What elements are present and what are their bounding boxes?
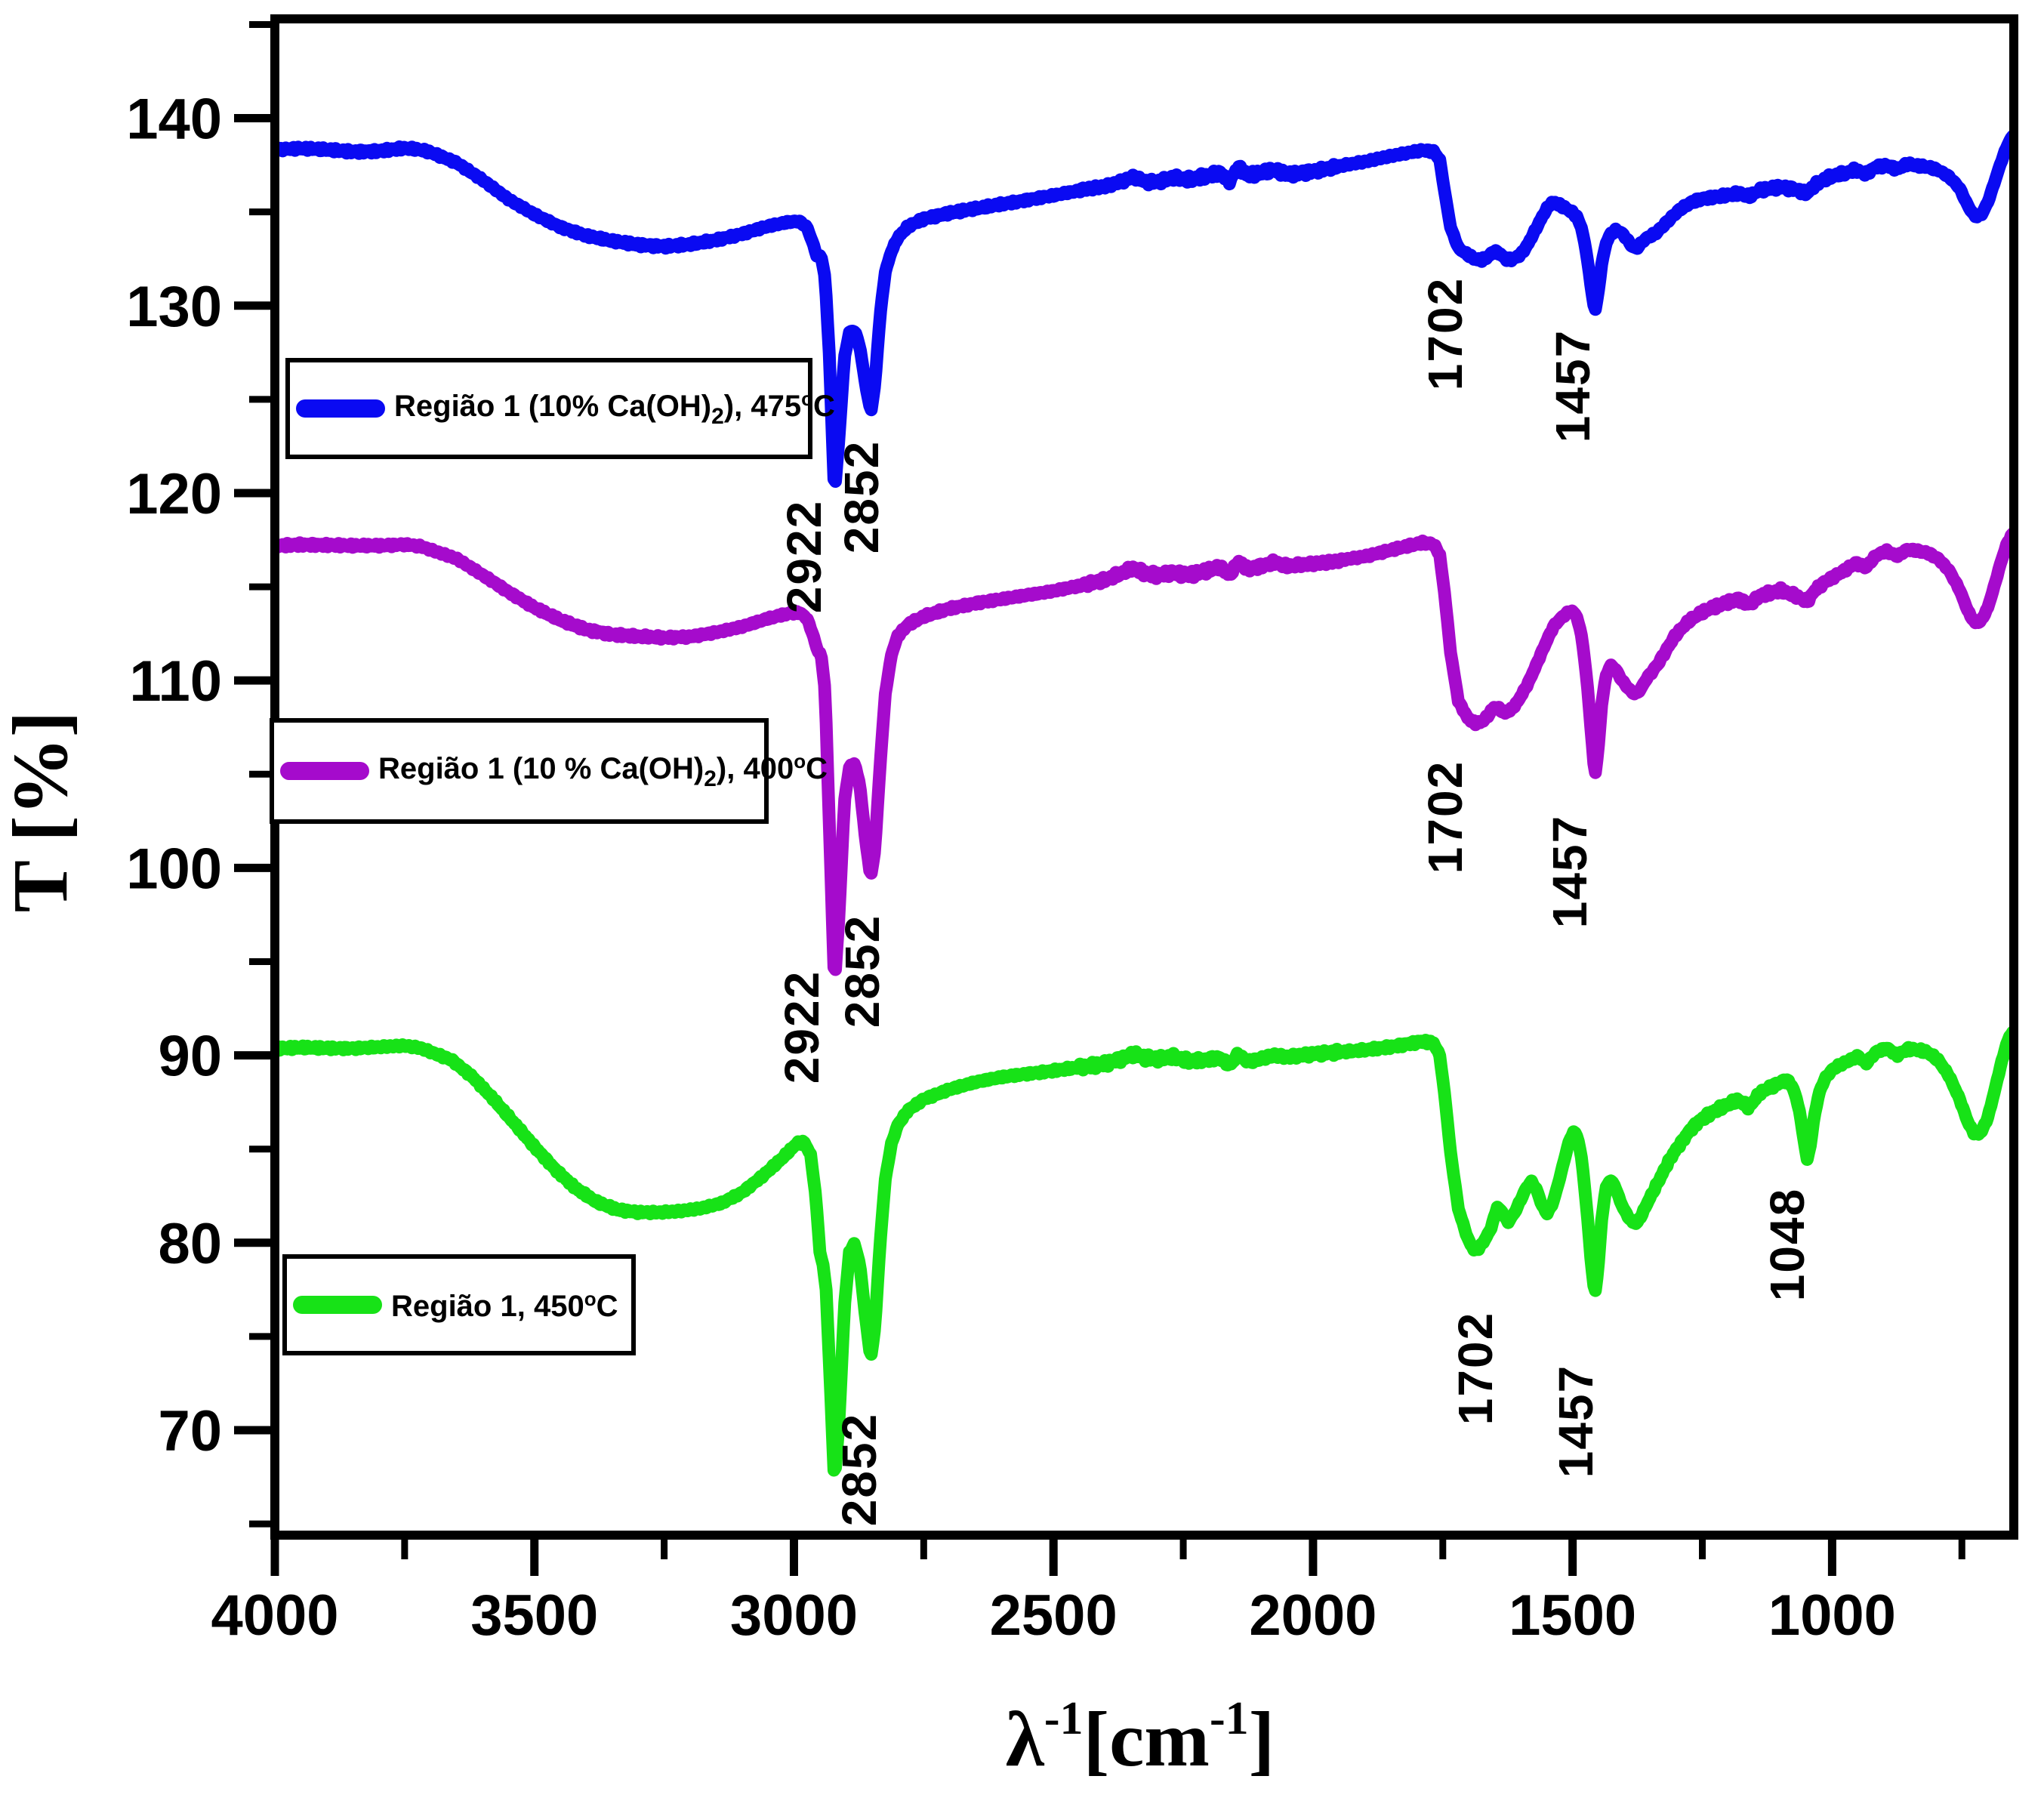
legend-475: Região 1 (10% Ca(OH)2), 475oC — [285, 358, 835, 459]
spectrum-curve-400 — [279, 528, 2009, 976]
y-tick-label: 80 — [158, 1212, 222, 1276]
spectra-curves — [279, 131, 2009, 1477]
peak-label-1702: 1702 — [1418, 760, 1472, 874]
legend-400: Região 1 (10 % Ca(OH)2), 400oC — [270, 718, 828, 824]
y-tick-label: 110 — [129, 649, 222, 714]
peak-label-1702: 1702 — [1418, 277, 1472, 390]
legend-line-swatch — [280, 762, 369, 780]
peak-label-2922: 2922 — [775, 970, 829, 1084]
spectrum-curve-450 — [279, 1026, 2009, 1477]
peak-label-1457: 1457 — [1549, 1364, 1603, 1478]
y-axis-title: T [%] — [0, 711, 84, 913]
x-axis-title: λ-1[cm-1] — [1006, 1693, 1275, 1783]
peak-label-1048: 1048 — [1760, 1188, 1814, 1301]
legend-450: Região 1, 450oC — [282, 1254, 636, 1355]
legend-label: Região 1 (10% Ca(OH)2), 475oC — [394, 387, 835, 429]
y-tick-label: 90 — [158, 1025, 222, 1089]
x-tick-label: 4000 — [211, 1583, 338, 1648]
legend-line-swatch — [296, 399, 385, 418]
x-tick-label: 1000 — [1768, 1583, 1896, 1648]
peak-label-1457: 1457 — [1546, 329, 1600, 442]
x-tick-label: 2500 — [990, 1583, 1118, 1648]
peak-label-2922: 2922 — [777, 500, 831, 613]
axis-tick-labels: 140 130 120 110 100 90 80 70 4000 3500 3000 2500 200… — [126, 88, 1896, 1648]
axis-ticks — [234, 20, 1965, 1576]
x-tick-label: 3000 — [730, 1583, 858, 1648]
x-tick-label: 1500 — [1509, 1583, 1636, 1648]
peak-label-1702: 1702 — [1448, 1312, 1503, 1425]
peak-label-2852: 2852 — [832, 1413, 886, 1526]
y-tick-label: 130 — [126, 275, 222, 339]
legend-label: Região 1 (10 % Ca(OH)2), 400oC — [378, 750, 828, 791]
peak-label-1457: 1457 — [1543, 815, 1597, 928]
peak-label-2852: 2852 — [834, 440, 889, 553]
y-tick-label: 100 — [126, 837, 222, 901]
y-tick-label: 120 — [126, 462, 222, 526]
legend-label: Região 1, 450oC — [391, 1287, 618, 1323]
legend-line-swatch — [293, 1296, 382, 1314]
y-tick-label: 70 — [158, 1399, 222, 1463]
x-tick-label: 2000 — [1249, 1583, 1377, 1648]
x-tick-label: 3500 — [470, 1583, 598, 1648]
y-tick-label: 140 — [126, 88, 222, 152]
spectrum-curve-475 — [279, 131, 2009, 488]
peak-label-2852: 2852 — [835, 914, 889, 1028]
